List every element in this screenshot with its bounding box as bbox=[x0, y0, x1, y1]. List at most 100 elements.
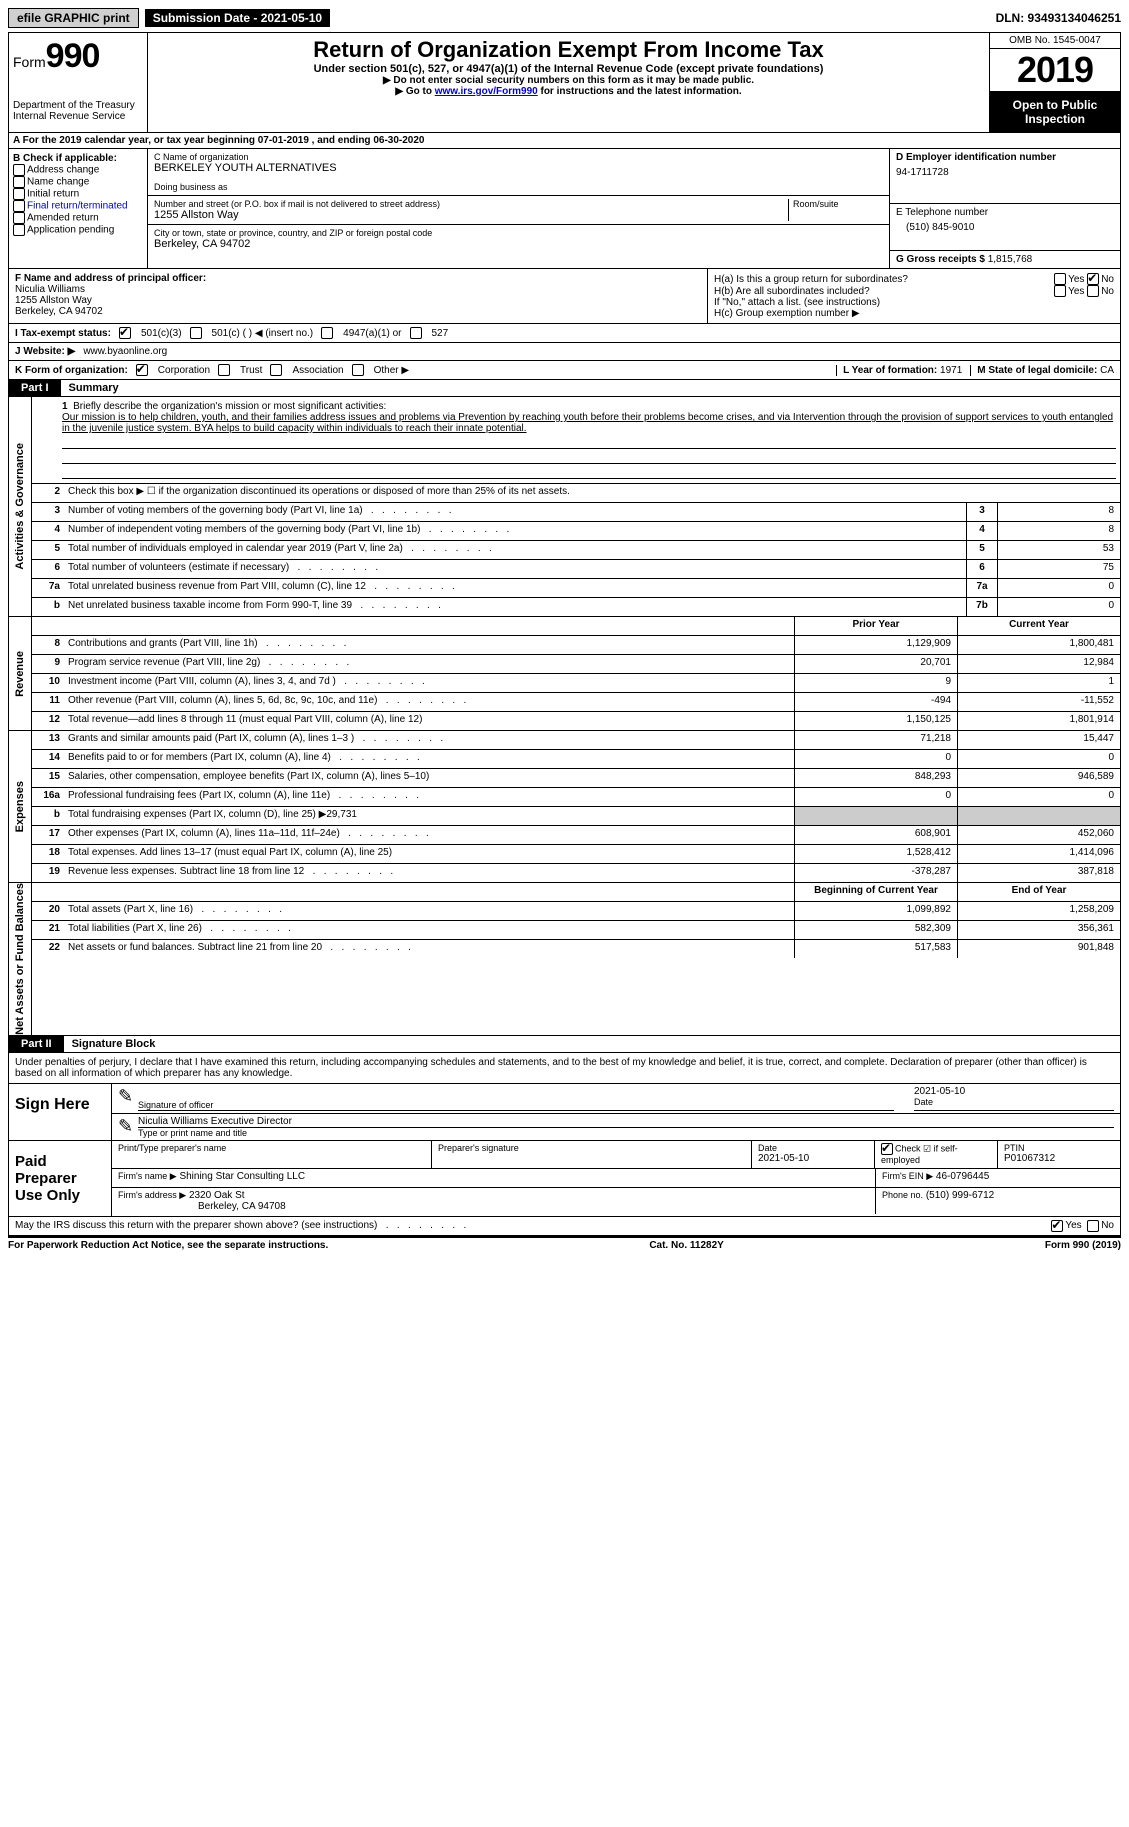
discuss-no-checkbox[interactable] bbox=[1087, 1220, 1099, 1232]
lbl-corp: Corporation bbox=[158, 365, 210, 376]
checkbox-other[interactable] bbox=[352, 364, 364, 376]
dba-label: Doing business as bbox=[154, 182, 883, 192]
hb-yes: Yes bbox=[1068, 286, 1084, 297]
top-bar: efile GRAPHIC print Submission Date - 20… bbox=[8, 8, 1121, 28]
gross-value: 1,815,768 bbox=[988, 254, 1033, 265]
l7a-val: 0 bbox=[997, 579, 1120, 597]
l17-prior: 608,901 bbox=[794, 826, 957, 844]
checkbox-501c3[interactable] bbox=[119, 327, 131, 339]
lbl-other: Other ▶ bbox=[374, 365, 409, 376]
checkbox-527[interactable] bbox=[410, 327, 422, 339]
l11-current: -11,552 bbox=[957, 693, 1120, 711]
checkbox-corp[interactable] bbox=[136, 364, 148, 376]
l6-desc: Total number of volunteers (estimate if … bbox=[64, 560, 966, 578]
l14-prior: 0 bbox=[794, 750, 957, 768]
l18-prior: 1,528,412 bbox=[794, 845, 957, 863]
ha-no-checkbox[interactable] bbox=[1087, 273, 1099, 285]
prep-sig-label: Preparer's signature bbox=[438, 1143, 745, 1153]
l21-end: 356,361 bbox=[957, 921, 1120, 939]
k-label: K Form of organization: bbox=[15, 365, 128, 376]
i-label: I Tax-exempt status: bbox=[15, 328, 111, 339]
side-ag-text: Activities & Governance bbox=[14, 443, 26, 570]
officer-name: Niculia Williams bbox=[15, 284, 701, 295]
form-subtitle: Under section 501(c), 527, or 4947(a)(1)… bbox=[152, 63, 985, 75]
city-state-zip: Berkeley, CA 94702 bbox=[154, 238, 883, 250]
footer-right: Form 990 (2019) bbox=[1045, 1240, 1121, 1251]
checkbox-501c[interactable] bbox=[190, 327, 202, 339]
form-label: Form bbox=[13, 54, 46, 70]
footer-mid: Cat. No. 11282Y bbox=[649, 1240, 723, 1251]
org-name-label: C Name of organization bbox=[154, 152, 883, 162]
hb-no-checkbox[interactable] bbox=[1087, 285, 1099, 297]
prior-year-header: Prior Year bbox=[794, 617, 957, 635]
efile-print-button[interactable]: efile GRAPHIC print bbox=[8, 8, 139, 28]
checkbox-app-pending[interactable] bbox=[13, 224, 25, 236]
checkbox-amended[interactable] bbox=[13, 212, 25, 224]
header-center: Return of Organization Exempt From Incom… bbox=[148, 33, 989, 132]
open-public: Open to Public Inspection bbox=[990, 92, 1120, 132]
cb-lbl-2: Initial return bbox=[27, 189, 79, 200]
l5-desc: Total number of individuals employed in … bbox=[64, 541, 966, 559]
row-a-tax-year: A For the 2019 calendar year, or tax yea… bbox=[8, 133, 1121, 149]
self-employed-checkbox[interactable] bbox=[881, 1143, 893, 1155]
expenses-section: Expenses 13Grants and similar amounts pa… bbox=[8, 731, 1121, 883]
checkbox-address-change[interactable] bbox=[13, 164, 25, 176]
discuss-no: No bbox=[1101, 1220, 1114, 1231]
lbl-trust: Trust bbox=[240, 365, 262, 376]
side-exp: Expenses bbox=[9, 731, 32, 882]
tax-year: 2019 bbox=[990, 49, 1120, 92]
irs-link[interactable]: www.irs.gov/Form990 bbox=[435, 86, 538, 97]
firm-addr-label: Firm's address ▶ bbox=[118, 1190, 186, 1200]
row-j-website: J Website: ▶ www.byaonline.org bbox=[8, 343, 1121, 361]
checkbox-final-return[interactable] bbox=[13, 200, 25, 212]
form-number: 990 bbox=[46, 37, 100, 75]
checkbox-name-change[interactable] bbox=[13, 176, 25, 188]
form-title: Return of Organization Exempt From Incom… bbox=[152, 37, 985, 63]
pen-icon: ✎ bbox=[118, 1086, 138, 1111]
sig-officer-label: Signature of officer bbox=[138, 1100, 894, 1110]
side-net-text: Net Assets or Fund Balances bbox=[14, 883, 26, 1035]
ha-label: H(a) Is this a group return for subordin… bbox=[714, 274, 1054, 285]
l12-prior: 1,150,125 bbox=[794, 712, 957, 730]
hc-label: H(c) Group exemption number ▶ bbox=[714, 308, 1114, 319]
l18-current: 1,414,096 bbox=[957, 845, 1120, 863]
row-i-tax-status: I Tax-exempt status: 501(c)(3) 501(c) ( … bbox=[8, 324, 1121, 343]
discuss-yes: Yes bbox=[1065, 1220, 1081, 1231]
side-ag: Activities & Governance bbox=[9, 397, 32, 616]
checkbox-trust[interactable] bbox=[218, 364, 230, 376]
part-1-header: Part I Summary bbox=[8, 380, 1121, 397]
side-rev-text: Revenue bbox=[14, 651, 26, 697]
firm-name-label: Firm's name ▶ bbox=[118, 1171, 177, 1181]
l9-prior: 20,701 bbox=[794, 655, 957, 673]
form-header: Form990 Department of the Treasury Inter… bbox=[8, 32, 1121, 133]
discuss-question: May the IRS discuss this return with the… bbox=[15, 1220, 1051, 1231]
sign-here-label: Sign Here bbox=[9, 1084, 112, 1140]
ein-value: 94-1711728 bbox=[896, 167, 1114, 178]
tel-value: (510) 845-9010 bbox=[896, 222, 1114, 233]
col-d-ein-tel: D Employer identification number 94-1711… bbox=[889, 149, 1120, 268]
lbl-501c3: 501(c)(3) bbox=[141, 328, 182, 339]
discuss-yes-checkbox[interactable] bbox=[1051, 1220, 1063, 1232]
l19-prior: -378,287 bbox=[794, 864, 957, 882]
prep-date-label: Date bbox=[758, 1143, 868, 1153]
ha-yes-checkbox[interactable] bbox=[1054, 273, 1066, 285]
end-year-header: End of Year bbox=[957, 883, 1120, 901]
officer-addr2: Berkeley, CA 94702 bbox=[15, 306, 701, 317]
row-k-form-org: K Form of organization: Corporation Trus… bbox=[8, 361, 1121, 380]
l18-desc: Total expenses. Add lines 13–17 (must eq… bbox=[64, 845, 794, 863]
l4-desc: Number of independent voting members of … bbox=[64, 522, 966, 540]
checkbox-initial-return[interactable] bbox=[13, 188, 25, 200]
hb-yes-checkbox[interactable] bbox=[1054, 285, 1066, 297]
part-2-title: Signature Block bbox=[64, 1036, 164, 1052]
l10-desc: Investment income (Part VIII, column (A)… bbox=[64, 674, 794, 692]
part-2-tab: Part II bbox=[9, 1036, 64, 1052]
omb-number: OMB No. 1545-0047 bbox=[990, 33, 1120, 49]
begin-year-header: Beginning of Current Year bbox=[794, 883, 957, 901]
state-value: CA bbox=[1100, 365, 1114, 376]
checkbox-4947[interactable] bbox=[321, 327, 333, 339]
goto-pre: ▶ Go to bbox=[395, 86, 434, 97]
l7b-desc: Net unrelated business taxable income fr… bbox=[64, 598, 966, 616]
signature-block: Under penalties of perjury, I declare th… bbox=[8, 1053, 1121, 1236]
checkbox-assoc[interactable] bbox=[270, 364, 282, 376]
l17-current: 452,060 bbox=[957, 826, 1120, 844]
